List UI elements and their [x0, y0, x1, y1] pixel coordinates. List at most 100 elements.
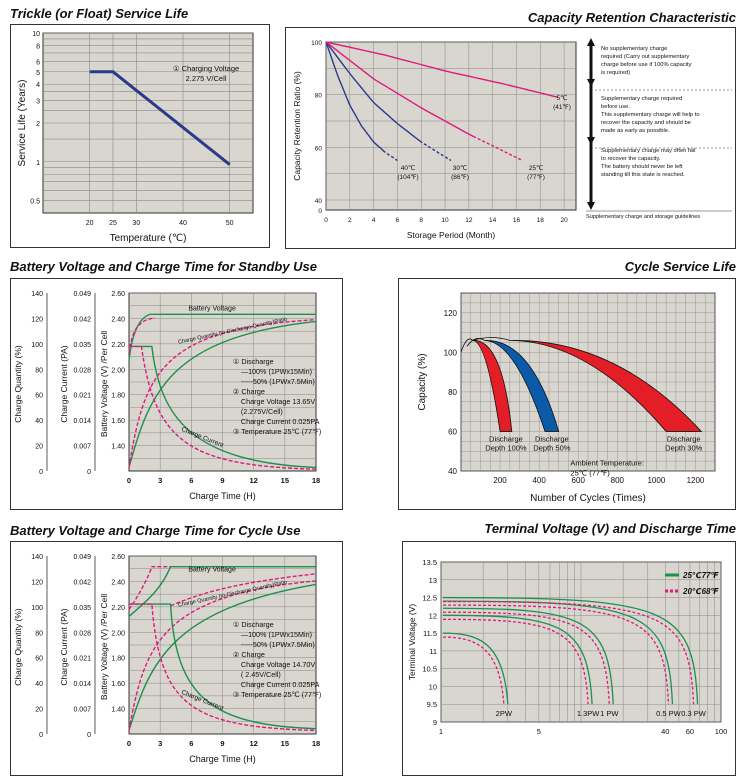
standby-tick-quantity: 40	[35, 418, 43, 425]
trickle-ytick: 0.5	[30, 199, 40, 206]
retention-xtick: 18	[537, 217, 545, 224]
cyclelife-band-1	[484, 340, 560, 432]
retention-series-1	[325, 41, 421, 142]
standby-current-dash	[129, 345, 317, 470]
cyclelife-chart: 120 100 80 60 40 200 400 600 800 1000 1200 Number o…	[417, 292, 716, 504]
trickle-title: Trickle (or Float) Service Life	[10, 6, 189, 21]
retention-arrow-mid	[587, 79, 595, 87]
terminal-curve-label: 0.3 PW	[681, 709, 707, 718]
standby-voltage-dash	[128, 317, 156, 354]
cycleuse-tick-voltage: 2.60	[111, 554, 125, 561]
standby-note-7: ③ Temperature 25℃ (77℉)	[233, 427, 321, 436]
terminal-curve-label: 1.3PW	[577, 709, 600, 718]
retention-ytick: 60	[315, 145, 323, 152]
cycleuse-note-3: ② Charge	[233, 650, 265, 659]
cyclelife-xtick: 200	[493, 476, 507, 485]
retention-guide-text-2: Supplementary charge required	[601, 96, 682, 102]
standby-xtick: 6	[189, 476, 193, 485]
retention-xtick: 10	[441, 217, 449, 224]
cycleuse-tick-current: 0.014	[73, 681, 91, 688]
terminal-chart: 13.5 13 12.5 12 11.5 11 10.5 10 9.5 91 5 40 60 100 Ter…	[407, 558, 728, 736]
standby-tick-quantity: 60	[35, 393, 43, 400]
cyclelife-band-label: Discharge	[535, 434, 569, 443]
standby-tick-current: 0.021	[73, 393, 91, 400]
standby-note-2: -----50% (1PWx7.5Min)	[241, 377, 315, 386]
trickle-panel: 10 8 6 5 4 3 2 1 0.5 20 25 30 40 50 ① Charging Voltage…	[10, 24, 270, 248]
standby-xtick: 18	[312, 476, 320, 485]
terminal-xtick: 1	[439, 727, 443, 736]
terminal-ytick: 12.5	[422, 594, 437, 603]
cycleuse-tick-voltage: 1.80	[111, 656, 125, 663]
terminal-curve-label: 1 PW	[600, 709, 619, 718]
cyclelife-band-label-2: Depth 100%	[485, 443, 527, 452]
terminal-xtick: 100	[715, 727, 728, 736]
cycleuse-xlabel: Charge Time (H)	[189, 754, 256, 764]
standby-note-3: ② Charge	[233, 387, 265, 396]
cycleuse-tick-voltage: 2.40	[111, 579, 125, 586]
standby-tick-current: 0.028	[73, 367, 91, 374]
trickle-ytick: 4	[36, 82, 40, 89]
retention-xtick: 8	[419, 217, 423, 224]
retention-chart: 100 80 60 40 00 2 4 6 8 10 12 14 16 18 20 40℃ (104℉) 30℃ (…	[292, 38, 732, 240]
terminal-title: Terminal Voltage (V) and Discharge Time	[484, 521, 736, 536]
standby-tick-quantity: 0	[39, 469, 43, 476]
retention-series-label: 25℃	[529, 164, 544, 172]
terminal-panel: 13.5 13 12.5 12 11.5 11 10.5 10 9.5 9 1 5 40 60 100 Ter…	[402, 541, 736, 776]
cycleuse-tick-quantity: 0	[39, 732, 43, 739]
standby-ylabel-2: Battery Voltage (V) /Per Cell	[99, 331, 109, 437]
standby-tick-voltage: 1.40	[111, 444, 125, 451]
cycleuse-voltage-dash	[128, 565, 171, 610]
retention-xtick: 0	[324, 217, 328, 224]
trickle-ytick: 2	[36, 121, 40, 128]
cyclelife-arc-2	[472, 337, 510, 341]
cycleuse-xtick: 0	[127, 739, 131, 748]
cycleuse-voltage-dash-2	[170, 573, 317, 607]
retention-series-label-2: (86℉)	[451, 174, 469, 181]
standby-xtick: 3	[158, 476, 162, 485]
cyclelife-xtick: 600	[572, 476, 586, 485]
retention-arrow-head	[587, 38, 595, 46]
terminal-curve-20c-1	[442, 618, 589, 705]
retention-ytick: 100	[311, 40, 322, 47]
trickle-xtick: 20	[86, 220, 94, 227]
trickle-xlabel: Temperature (℃)	[110, 233, 187, 244]
cycleuse-chart: 1401201008060402000.0490.0420.0350.0280.…	[13, 554, 321, 764]
cycleuse-xtick: 6	[189, 739, 193, 748]
standby-label-voltage: Battery Voltage	[188, 305, 236, 312]
cycleuse-current-dash	[129, 603, 317, 732]
retention-guide-text-1: required (Carry out supplementary	[601, 54, 689, 60]
standby-tick-voltage: 2.00	[111, 367, 125, 374]
trickle-xtick: 40	[179, 220, 187, 227]
standby-tick-current: 0.014	[73, 418, 91, 425]
cycleuse-tick-quantity: 120	[31, 579, 43, 586]
trickle-ytick: 10	[32, 31, 40, 38]
standby-tick-voltage: 1.60	[111, 418, 125, 425]
standby-tick-voltage: 1.80	[111, 393, 125, 400]
trickle-ytick: 5	[36, 70, 40, 77]
terminal-curve-20c-4	[442, 600, 695, 705]
terminal-ytick: 9	[433, 718, 437, 727]
cycleuse-tick-current: 0.049	[73, 554, 91, 561]
trickle-ylabel: Service Life (Years)	[17, 80, 28, 167]
retention-series-label: 5℃	[557, 94, 568, 102]
standby-tick-voltage: 2.20	[111, 342, 125, 349]
cyclelife-ytick: 100	[444, 348, 458, 357]
retention-series-label-2: (77℉)	[527, 174, 545, 181]
cyclelife-ytick: 120	[444, 309, 458, 318]
cycleuse-tick-quantity: 40	[35, 681, 43, 688]
cycleuse-title: Battery Voltage and Charge Time for Cycl…	[10, 523, 301, 538]
retention-guide-text-3: The battery should never be left	[601, 164, 683, 170]
retention-ytick: 40	[315, 198, 323, 205]
standby-tick-quantity: 80	[35, 367, 43, 374]
terminal-xtick: 40	[661, 727, 669, 736]
cyclelife-title: Cycle Service Life	[624, 259, 736, 274]
cycleuse-tick-current: 0	[87, 732, 91, 739]
terminal-ytick: 11	[429, 647, 437, 656]
standby-tick-quantity: 100	[31, 342, 43, 349]
retention-guide-text-2: made as early as possible.	[601, 128, 670, 134]
retention-arrow-tail	[587, 202, 595, 210]
cyclelife-band-2	[509, 340, 703, 432]
trickle-xtick: 30	[132, 220, 140, 227]
retention-guide-footer: Supplementary charge and storage guideli…	[586, 214, 700, 220]
standby-xtick: 0	[127, 476, 131, 485]
